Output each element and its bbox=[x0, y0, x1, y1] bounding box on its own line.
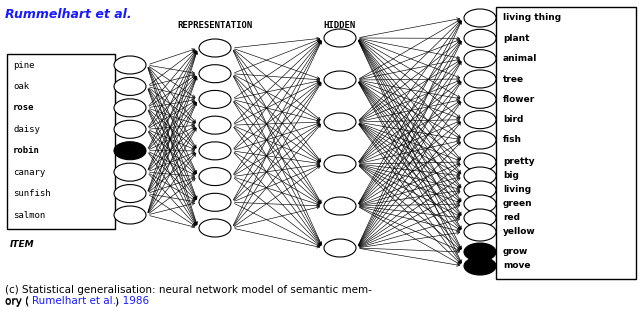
Ellipse shape bbox=[324, 197, 356, 215]
Text: sunfish: sunfish bbox=[13, 189, 51, 198]
Ellipse shape bbox=[114, 185, 146, 203]
Ellipse shape bbox=[199, 39, 231, 57]
Ellipse shape bbox=[464, 257, 496, 275]
Ellipse shape bbox=[324, 155, 356, 173]
Text: (c) Statistical generalisation: neural network model of semantic mem-
ory (: (c) Statistical generalisation: neural n… bbox=[5, 285, 372, 307]
Text: Rumelhart et al., 1986: Rumelhart et al., 1986 bbox=[32, 296, 149, 306]
Ellipse shape bbox=[464, 167, 496, 185]
Ellipse shape bbox=[199, 91, 231, 108]
Ellipse shape bbox=[324, 239, 356, 257]
Ellipse shape bbox=[114, 56, 146, 74]
Ellipse shape bbox=[199, 65, 231, 83]
Text: living: living bbox=[503, 186, 531, 195]
Ellipse shape bbox=[464, 29, 496, 47]
Text: red: red bbox=[503, 213, 520, 222]
Ellipse shape bbox=[464, 195, 496, 213]
Text: move: move bbox=[503, 261, 531, 270]
Ellipse shape bbox=[464, 223, 496, 241]
Ellipse shape bbox=[464, 243, 496, 261]
Ellipse shape bbox=[324, 29, 356, 47]
Text: oak: oak bbox=[13, 82, 29, 91]
Text: canary: canary bbox=[13, 168, 45, 177]
Ellipse shape bbox=[199, 219, 231, 237]
Text: daisy: daisy bbox=[13, 125, 40, 134]
FancyBboxPatch shape bbox=[7, 54, 115, 229]
Text: salmon: salmon bbox=[13, 211, 45, 220]
Ellipse shape bbox=[464, 70, 496, 88]
Ellipse shape bbox=[464, 111, 496, 129]
Text: rose: rose bbox=[13, 103, 35, 112]
Ellipse shape bbox=[114, 206, 146, 224]
Text: tree: tree bbox=[503, 75, 524, 84]
Ellipse shape bbox=[199, 116, 231, 134]
Text: big: big bbox=[503, 172, 519, 180]
Text: ): ) bbox=[114, 296, 118, 306]
Text: Rummelhart et al.: Rummelhart et al. bbox=[5, 8, 132, 21]
Text: fish: fish bbox=[503, 135, 522, 145]
Ellipse shape bbox=[324, 113, 356, 131]
Text: green: green bbox=[503, 199, 532, 209]
Text: pretty: pretty bbox=[503, 157, 534, 166]
Ellipse shape bbox=[199, 193, 231, 211]
Text: robin: robin bbox=[13, 146, 40, 155]
Text: grow: grow bbox=[503, 247, 529, 257]
Text: flower: flower bbox=[503, 95, 535, 104]
Text: plant: plant bbox=[503, 34, 529, 43]
Ellipse shape bbox=[114, 142, 146, 160]
Ellipse shape bbox=[114, 77, 146, 95]
Ellipse shape bbox=[464, 9, 496, 27]
Ellipse shape bbox=[114, 120, 146, 138]
Text: animal: animal bbox=[503, 54, 538, 63]
Ellipse shape bbox=[464, 209, 496, 227]
Ellipse shape bbox=[199, 142, 231, 160]
Ellipse shape bbox=[324, 71, 356, 89]
Text: ory (: ory ( bbox=[5, 296, 29, 306]
Ellipse shape bbox=[464, 50, 496, 68]
Text: bird: bird bbox=[503, 115, 524, 124]
FancyBboxPatch shape bbox=[496, 7, 636, 279]
Text: living thing: living thing bbox=[503, 13, 561, 22]
Ellipse shape bbox=[464, 153, 496, 171]
Ellipse shape bbox=[464, 90, 496, 108]
Ellipse shape bbox=[114, 163, 146, 181]
Ellipse shape bbox=[199, 168, 231, 186]
Ellipse shape bbox=[464, 131, 496, 149]
Text: HIDDEN: HIDDEN bbox=[324, 21, 356, 30]
Text: pine: pine bbox=[13, 60, 35, 69]
Ellipse shape bbox=[464, 181, 496, 199]
Ellipse shape bbox=[114, 99, 146, 117]
Text: REPRESENTATION: REPRESENTATION bbox=[177, 21, 253, 30]
Text: ITEM: ITEM bbox=[10, 240, 35, 249]
Text: yellow: yellow bbox=[503, 228, 536, 236]
